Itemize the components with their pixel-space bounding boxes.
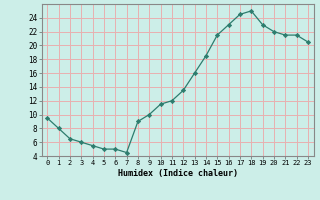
X-axis label: Humidex (Indice chaleur): Humidex (Indice chaleur) — [118, 169, 237, 178]
